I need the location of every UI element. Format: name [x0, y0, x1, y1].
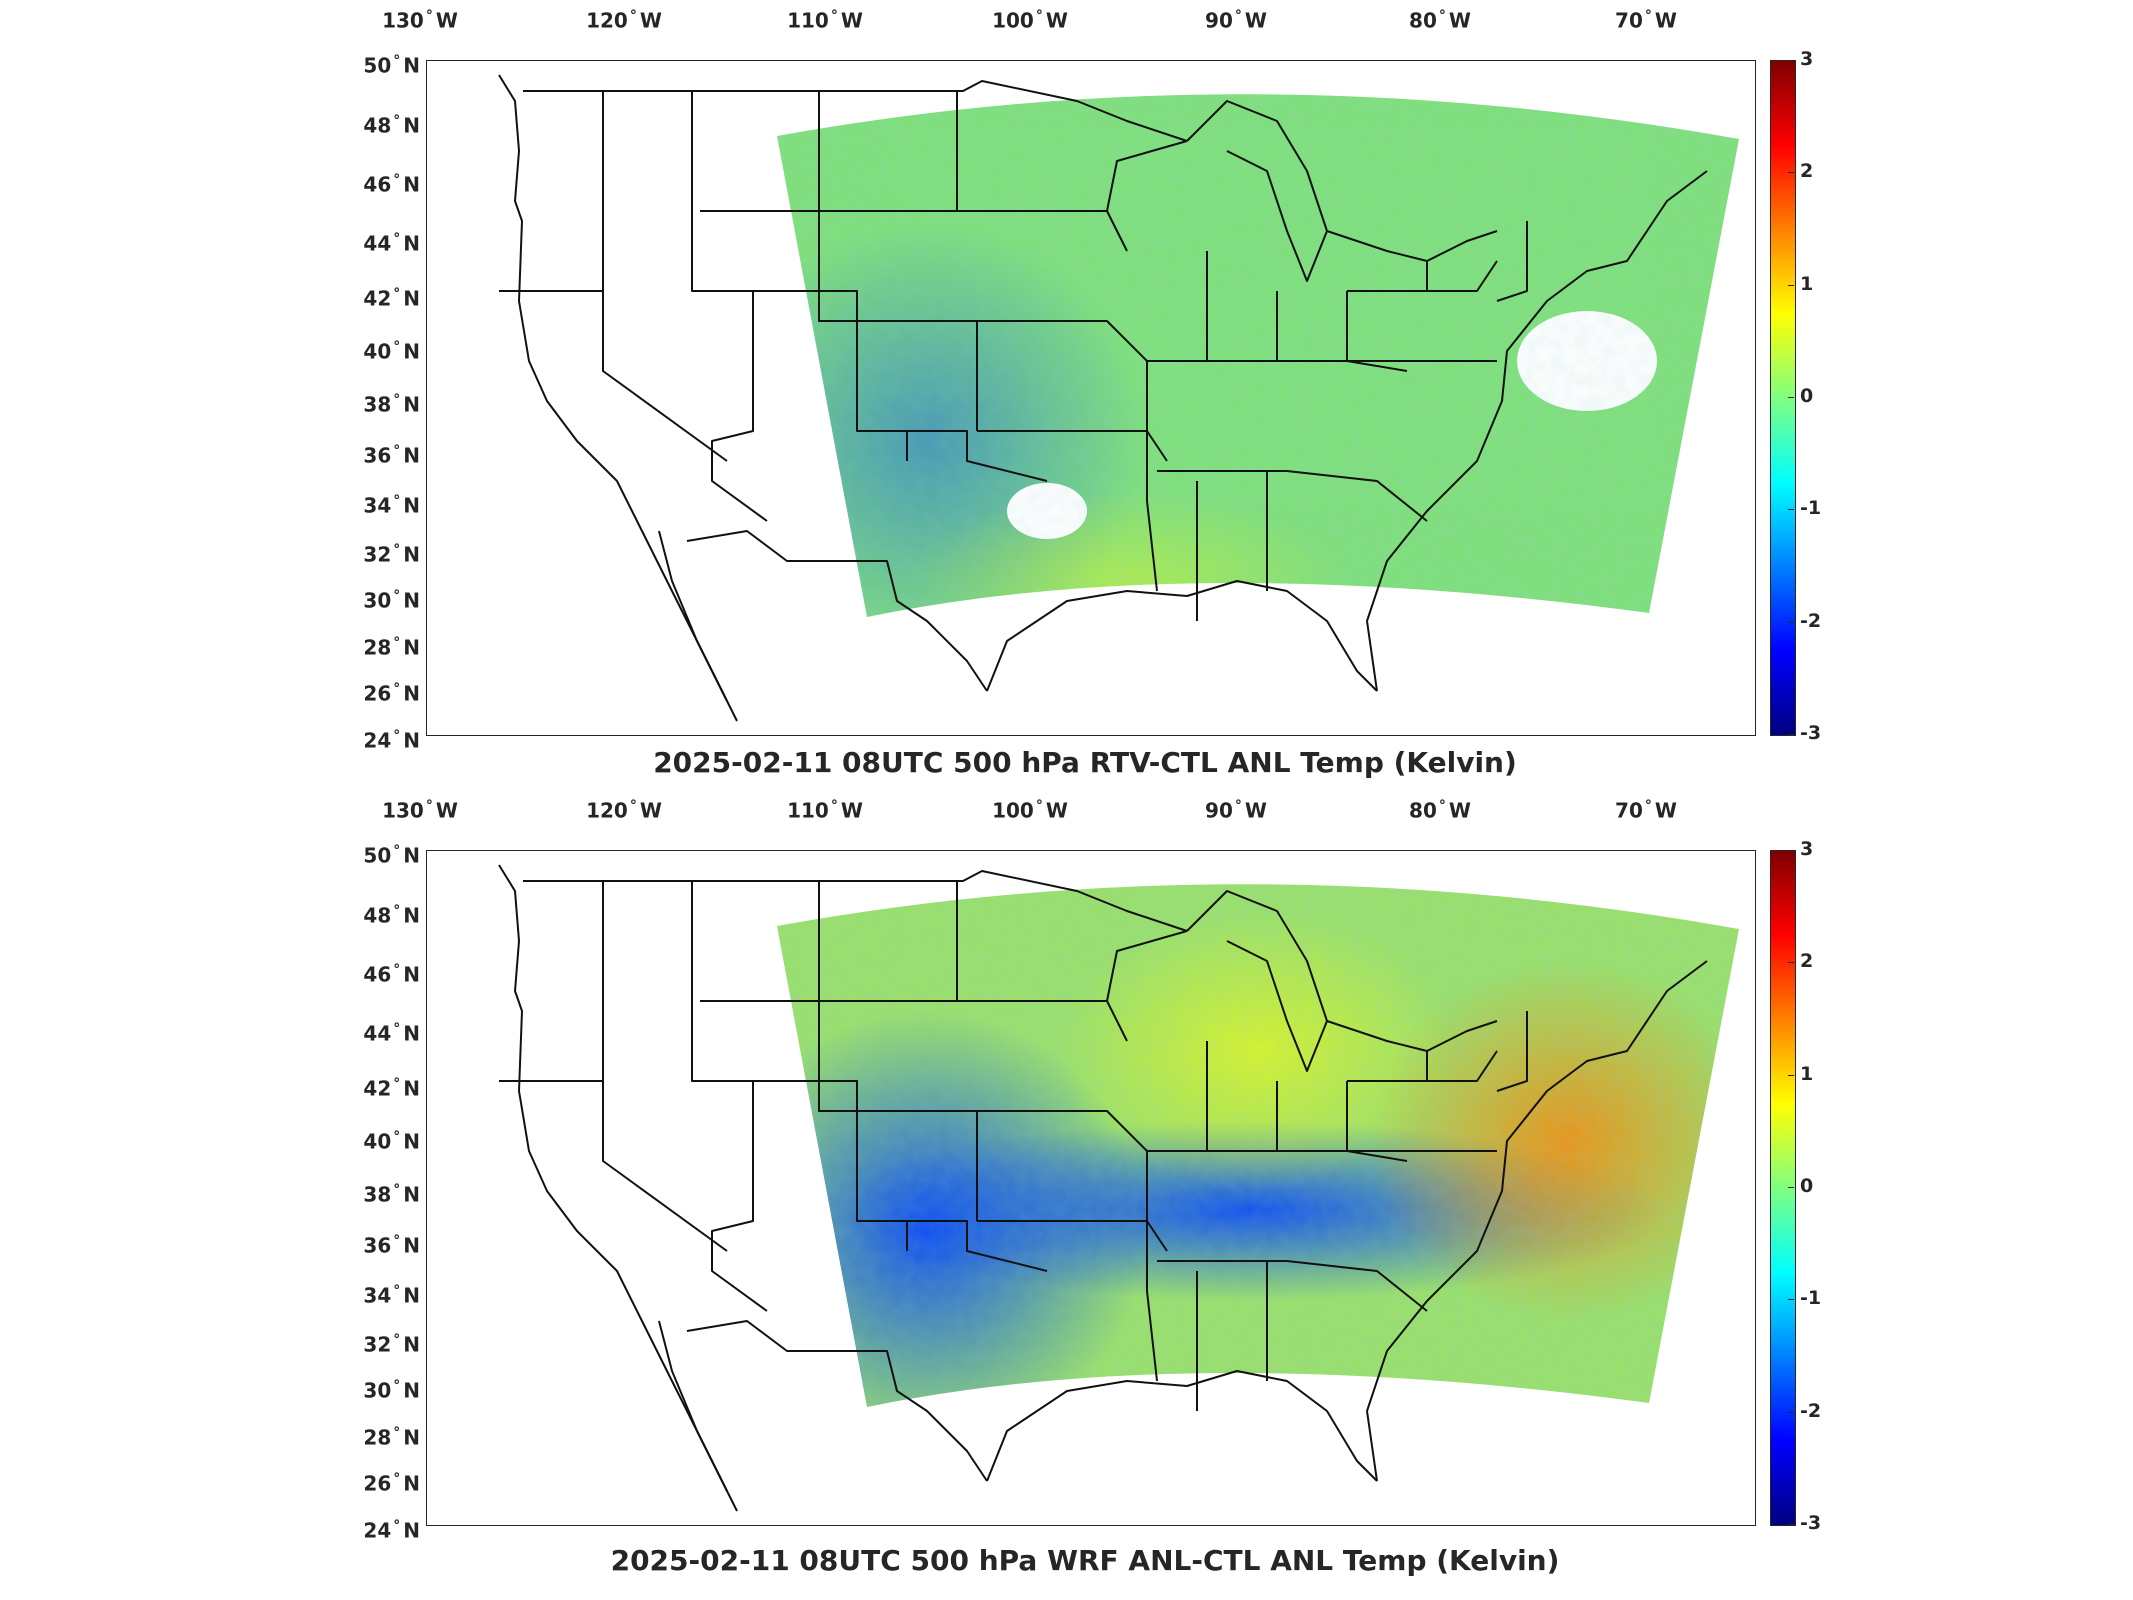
colorbar-tick-label: -3 — [1800, 1512, 1822, 1534]
lon-tick-label: 130 ° W — [382, 798, 458, 823]
lat-tick-label: 30 ° N — [363, 1378, 420, 1403]
lat-tick-label: 42 ° N — [363, 286, 420, 311]
colorbar-tickmark — [1788, 284, 1794, 286]
panel-title-bottom: 2025-02-11 08UTC 500 hPa WRF ANL-CTL ANL… — [610, 1544, 1560, 1577]
lat-tick-label: 42 ° N — [363, 1076, 420, 1101]
lat-tick-label: 44 ° N — [363, 1021, 420, 1046]
colorbar-tickmark — [1788, 172, 1794, 174]
lat-tick-label: 32 ° N — [363, 1332, 420, 1357]
colorbar-tick-label: 3 — [1800, 48, 1814, 70]
colorbar-tick-label: -1 — [1800, 497, 1822, 520]
map-svg-top — [498, 74, 1739, 722]
lon-tick-label: 100 ° W — [992, 8, 1068, 33]
colorbar-tick-label: 0 — [1800, 1175, 1814, 1197]
political-boundaries — [498, 864, 1708, 1512]
lat-tick-label: 50 ° N — [363, 53, 420, 78]
colorbar-bottom — [1770, 850, 1796, 1526]
lat-tick-label: 48 ° N — [363, 903, 420, 928]
lat-tick-label: 32 ° N — [363, 542, 420, 567]
colorbar-tickmark — [1788, 509, 1794, 511]
lat-tick-label: 26 ° N — [363, 681, 420, 706]
colorbar-tick-label: 2 — [1800, 950, 1814, 973]
lat-tick-label: 40 ° N — [363, 1129, 420, 1154]
lon-tick-label: 80 ° W — [1409, 798, 1471, 823]
lat-tick-label: 36 ° N — [363, 443, 420, 468]
lon-tick-label: 100 ° W — [992, 798, 1068, 823]
colorbar-tickmark — [1788, 1299, 1794, 1301]
lat-tick-label: 26 ° N — [363, 1471, 420, 1496]
colorbar-tick-label: 2 — [1800, 160, 1814, 183]
lon-tick-label: 70 ° W — [1615, 798, 1677, 823]
lat-tick-label: 46 ° N — [363, 172, 420, 197]
colorbar-tick-label: -2 — [1800, 609, 1822, 632]
lat-tick-label: 24 ° N — [363, 728, 420, 753]
lat-tick-label: 28 ° N — [363, 1425, 420, 1450]
map-panel-top: 130 ° W 120 ° W 110 ° W 100 ° W 90 ° W 80 ° W 70 ° W 50 ° N 48 °… — [0, 0, 2133, 790]
lon-tick-label: 70 ° W — [1615, 8, 1677, 33]
lat-tick-label: 28 ° N — [363, 635, 420, 660]
lon-tick-label: 90 ° W — [1205, 8, 1267, 33]
lat-tick-label: 30 ° N — [363, 588, 420, 613]
lat-tick-label: 46 ° N — [363, 962, 420, 987]
lon-tick-label: 120 ° W — [586, 8, 662, 33]
colorbar-tickmark — [1788, 734, 1794, 735]
colorbar-tickmark — [1788, 60, 1794, 61]
colorbar-tickmark — [1788, 1187, 1794, 1188]
political-boundaries — [498, 74, 1708, 722]
lon-tick-label: 110 ° W — [787, 8, 863, 33]
map-svg-bottom — [498, 864, 1739, 1512]
colorbar-tick-label: 1 — [1800, 1062, 1814, 1085]
lat-tick-label: 34 ° N — [363, 1283, 420, 1308]
lat-tick-label: 36 ° N — [363, 1233, 420, 1258]
colorbar-tickmark — [1788, 1524, 1794, 1525]
colorbar-tickmark — [1788, 850, 1794, 851]
colorbar-tickmark — [1788, 1411, 1794, 1413]
lat-tick-label: 50 ° N — [363, 843, 420, 868]
lat-tick-label: 40 ° N — [363, 339, 420, 364]
colorbar-tickmark — [1788, 962, 1794, 964]
lat-tick-label: 38 ° N — [363, 392, 420, 417]
lat-tick-label: 48 ° N — [363, 113, 420, 138]
lat-tick-label: 34 ° N — [363, 493, 420, 518]
colorbar-tickmark — [1788, 397, 1794, 398]
colorbar-tick-label: -3 — [1800, 722, 1822, 744]
map-panel-bottom: 130 ° W 120 ° W 110 ° W 100 ° W 90 ° W 80 ° W 70 ° W 50 ° N 48 °… — [0, 790, 2133, 1600]
lat-tick-label: 38 ° N — [363, 1182, 420, 1207]
colorbar-tick-label: -2 — [1800, 1399, 1822, 1422]
map-frame-top — [426, 60, 1756, 736]
colorbar-tick-label: 1 — [1800, 272, 1814, 295]
colorbar-tick-label: 0 — [1800, 385, 1814, 407]
colorbar-tick-label: 3 — [1800, 838, 1814, 860]
colorbar-top — [1770, 60, 1796, 736]
lon-tick-label: 110 ° W — [787, 798, 863, 823]
lon-tick-label: 80 ° W — [1409, 8, 1471, 33]
model-domain-field — [777, 94, 1739, 617]
lon-tick-label: 90 ° W — [1205, 798, 1267, 823]
map-frame-bottom — [426, 850, 1756, 1526]
model-domain-field — [777, 884, 1739, 1407]
colorbar-tickmark — [1788, 1074, 1794, 1076]
colorbar-tick-label: -1 — [1800, 1287, 1822, 1310]
lat-tick-label: 44 ° N — [363, 231, 420, 256]
panel-title-top: 2025-02-11 08UTC 500 hPa RTV-CTL ANL Tem… — [653, 746, 1517, 779]
lat-tick-label: 24 ° N — [363, 1518, 420, 1543]
lon-tick-label: 120 ° W — [586, 798, 662, 823]
lon-tick-label: 130 ° W — [382, 8, 458, 33]
colorbar-tickmark — [1788, 621, 1794, 623]
